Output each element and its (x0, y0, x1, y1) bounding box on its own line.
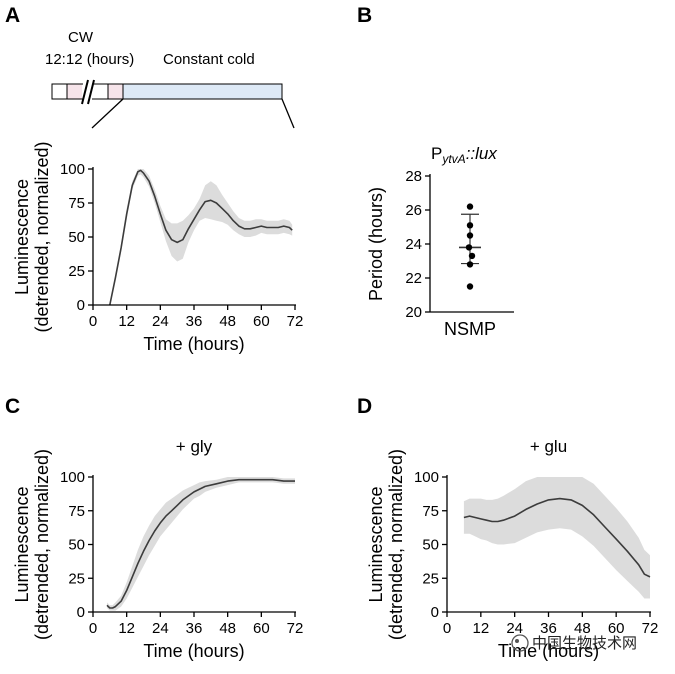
cycle-label: 12:12 (hours) (45, 51, 134, 68)
chart-d-xtick-label: 72 (642, 620, 659, 637)
panel-letter-d: D (357, 395, 372, 418)
chart-a-xtick-label: 60 (253, 313, 270, 330)
chart-a-xtick-label: 48 (219, 313, 236, 330)
chart-d: + glu 0 25 50 75 100 0 12 24 36 48 60 72 Time (hou… (366, 437, 658, 661)
chart-b-point (466, 203, 474, 210)
schematic-constant-cold-bar (123, 84, 282, 99)
schematic-break-mark-2 (87, 79, 95, 105)
chart-b-point (466, 222, 474, 229)
chart-b-x-category-label: NSMP (444, 319, 496, 339)
chart-d-title: + glu (530, 437, 567, 456)
chart-c-mean-line (106, 478, 295, 609)
watermark: 中国生物技术网 (511, 634, 637, 652)
chart-c-x-axis-title: Time (hours) (143, 641, 244, 661)
chart-b-ytick-label: 22 (405, 270, 422, 287)
chart-a-xtick-label: 36 (186, 313, 203, 330)
chart-a-ytick-label: 75 (68, 195, 85, 212)
schematic-cold-segment-1 (67, 84, 82, 99)
chart-a-ytick-label: 100 (60, 161, 85, 178)
schematic-cold-segment-2 (108, 84, 123, 99)
watermark-logo-icon (511, 634, 529, 652)
chart-d-y-axis-title-line2: (detrended, normalized) (386, 449, 406, 640)
chart-d-y-axis-title-line1: Luminescence (366, 486, 386, 602)
chart-a-xtick-label: 72 (287, 313, 304, 330)
cw-label: CW (68, 29, 94, 46)
chart-a-ytick-label: 50 (68, 229, 85, 246)
chart-b-point (466, 261, 474, 268)
watermark-text: 中国生物技术网 (532, 635, 637, 652)
chart-c-xtick-label: 24 (152, 620, 169, 637)
chart-c-xtick-label: 72 (287, 620, 304, 637)
chart-c-ytick-label: 50 (68, 537, 85, 554)
panel-letter-a: A (5, 4, 20, 27)
chart-b-title: PytvA::lux (431, 144, 497, 166)
schematic-zoom-line-left (91, 98, 124, 129)
chart-c-xtick-label: 48 (219, 620, 236, 637)
chart-b-title-rest: ::lux (466, 144, 498, 163)
chart-d-xtick-label: 12 (472, 620, 489, 637)
chart-d-error-band (463, 477, 650, 599)
chart-c-y-axis-title-line2: (detrended, normalized) (32, 449, 52, 640)
chart-c-xtick-label: 60 (253, 620, 270, 637)
chart-d-xtick-label: 60 (608, 620, 625, 637)
chart-c-xtick-label: 0 (89, 620, 97, 637)
chart-d-ytick-label: 100 (414, 469, 439, 486)
schematic-break-gap (83, 80, 92, 104)
chart-c-xtick-label: 12 (118, 620, 135, 637)
chart-d-xtick-label: 48 (574, 620, 591, 637)
chart-a-xtick-label: 0 (89, 313, 97, 330)
chart-a-error-band (109, 169, 293, 305)
chart-d-xtick-label: 24 (506, 620, 523, 637)
chart-b-title-main: P (431, 144, 442, 163)
chart-a-y-axis-title-line2: (detrended, normalized) (32, 141, 52, 332)
chart-d-x-axis-title: Time (hours) (498, 641, 599, 661)
chart-a-ytick-label: 25 (68, 263, 85, 280)
schematic-outline (51, 83, 283, 100)
chart-d-mean-line (463, 497, 651, 578)
chart-c-ytick-label: 25 (68, 570, 85, 587)
chart-b-title-subscript: ytvA (441, 152, 465, 166)
chart-b-point (466, 283, 474, 290)
panel-letter-c: C (5, 395, 20, 418)
chart-b-ytick-label: 20 (405, 304, 422, 321)
chart-c-y-axis-title-line1: Luminescence (12, 486, 32, 602)
chart-d-xtick-label: 36 (540, 620, 557, 637)
schematic-break-mark-1 (81, 79, 89, 105)
chart-d-ytick-label: 25 (422, 570, 439, 587)
chart-a-xtick-label: 12 (118, 313, 135, 330)
chart-a: 0 25 50 75 100 0 12 24 36 48 60 72 Time (hours) Lu… (12, 141, 303, 354)
chart-a-xtick-label: 24 (152, 313, 169, 330)
chart-c-ytick-label: 0 (77, 604, 85, 621)
chart-a-y-axis-title-line1: Luminescence (12, 179, 32, 295)
chart-d-xtick-label: 0 (443, 620, 451, 637)
chart-a-mean-line (109, 169, 293, 306)
chart-b-ytick-label: 24 (405, 236, 422, 253)
schematic: CW 12:12 (hours) Constant cold (45, 29, 295, 129)
chart-c: + gly 0 25 50 75 100 0 12 24 36 48 60 72 Time (hou… (12, 437, 303, 661)
constant-cold-label: Constant cold (163, 51, 255, 68)
chart-d-ytick-label: 50 (422, 537, 439, 554)
chart-c-xtick-label: 36 (186, 620, 203, 637)
watermark-logo-dot-icon (515, 639, 519, 643)
chart-a-x-axis-title: Time (hours) (143, 334, 244, 354)
chart-b-ytick-label: 28 (405, 168, 422, 185)
panel-letter-b: B (357, 4, 372, 27)
chart-c-ytick-label: 75 (68, 503, 85, 520)
chart-d-ytick-label: 75 (422, 503, 439, 520)
chart-b-ytick-label: 26 (405, 202, 422, 219)
chart-b-point (465, 244, 473, 251)
chart-c-ytick-label: 100 (60, 469, 85, 486)
chart-d-ytick-label: 0 (431, 604, 439, 621)
schematic-zoom-line-right (281, 98, 295, 129)
chart-b: PytvA::lux 20 22 24 26 28 NSMP Period (hours… (366, 144, 514, 339)
chart-b-point (468, 252, 476, 260)
chart-c-error-band (107, 477, 295, 611)
chart-b-y-axis-title: Period (hours) (366, 187, 386, 301)
chart-c-title: + gly (176, 437, 213, 456)
chart-b-point (466, 232, 474, 239)
chart-a-ytick-label: 0 (77, 297, 85, 314)
